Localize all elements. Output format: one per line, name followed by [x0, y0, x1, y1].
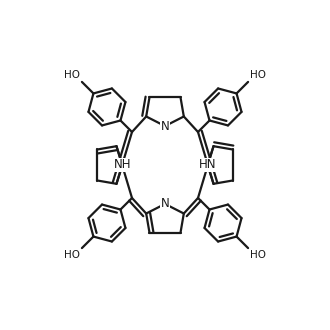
Text: NH: NH	[114, 158, 131, 172]
Text: HO: HO	[64, 70, 80, 80]
Text: HO: HO	[250, 250, 266, 260]
Text: N: N	[161, 197, 169, 211]
Text: HN: HN	[199, 158, 216, 172]
Text: HO: HO	[250, 70, 266, 80]
Text: HO: HO	[64, 250, 80, 260]
Text: N: N	[161, 119, 169, 133]
